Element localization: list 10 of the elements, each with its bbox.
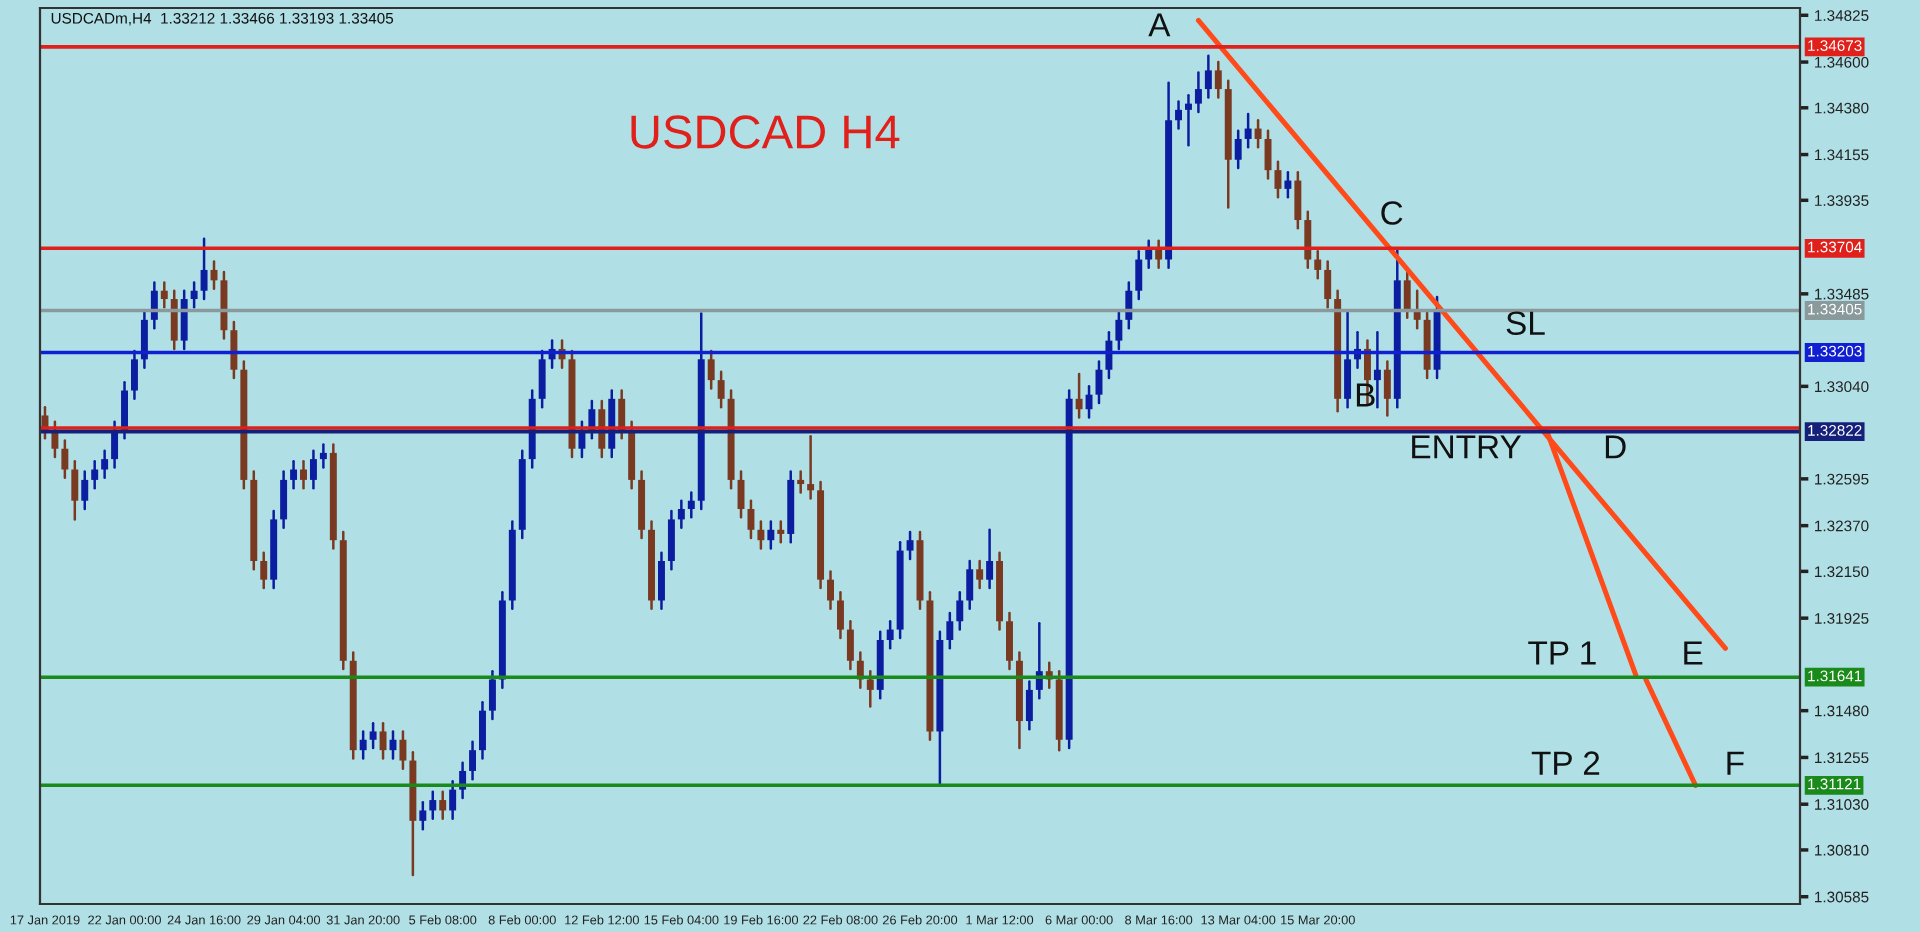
annotation: F [1727,751,1744,775]
annotation: TP 2 [1531,751,1600,775]
annotation: TP 1 [1528,641,1596,665]
annotation: C [1381,201,1403,225]
annotation: USDCAD H4 [631,115,900,149]
annotation: D [1605,435,1626,459]
annotation: ENTRY [1412,435,1522,459]
annotation: SL [1506,311,1545,336]
annotation: A [1148,13,1171,37]
annotation: E [1684,641,1703,665]
